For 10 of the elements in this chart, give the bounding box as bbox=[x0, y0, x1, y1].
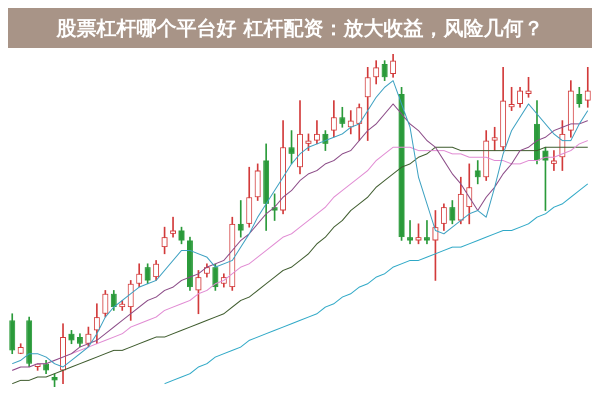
candlestick bbox=[542, 146, 548, 211]
candlestick bbox=[306, 134, 312, 151]
candlestick bbox=[424, 220, 430, 244]
candlestick bbox=[432, 210, 438, 281]
candlestick bbox=[170, 216, 176, 238]
candlestick bbox=[407, 220, 413, 244]
candlestick bbox=[416, 224, 422, 244]
candlestick bbox=[526, 76, 532, 98]
candlestick bbox=[288, 130, 294, 164]
chart-title: 股票杠杆哪个平台好 杠杆配资：放大收益，风险几何？ bbox=[8, 8, 592, 48]
